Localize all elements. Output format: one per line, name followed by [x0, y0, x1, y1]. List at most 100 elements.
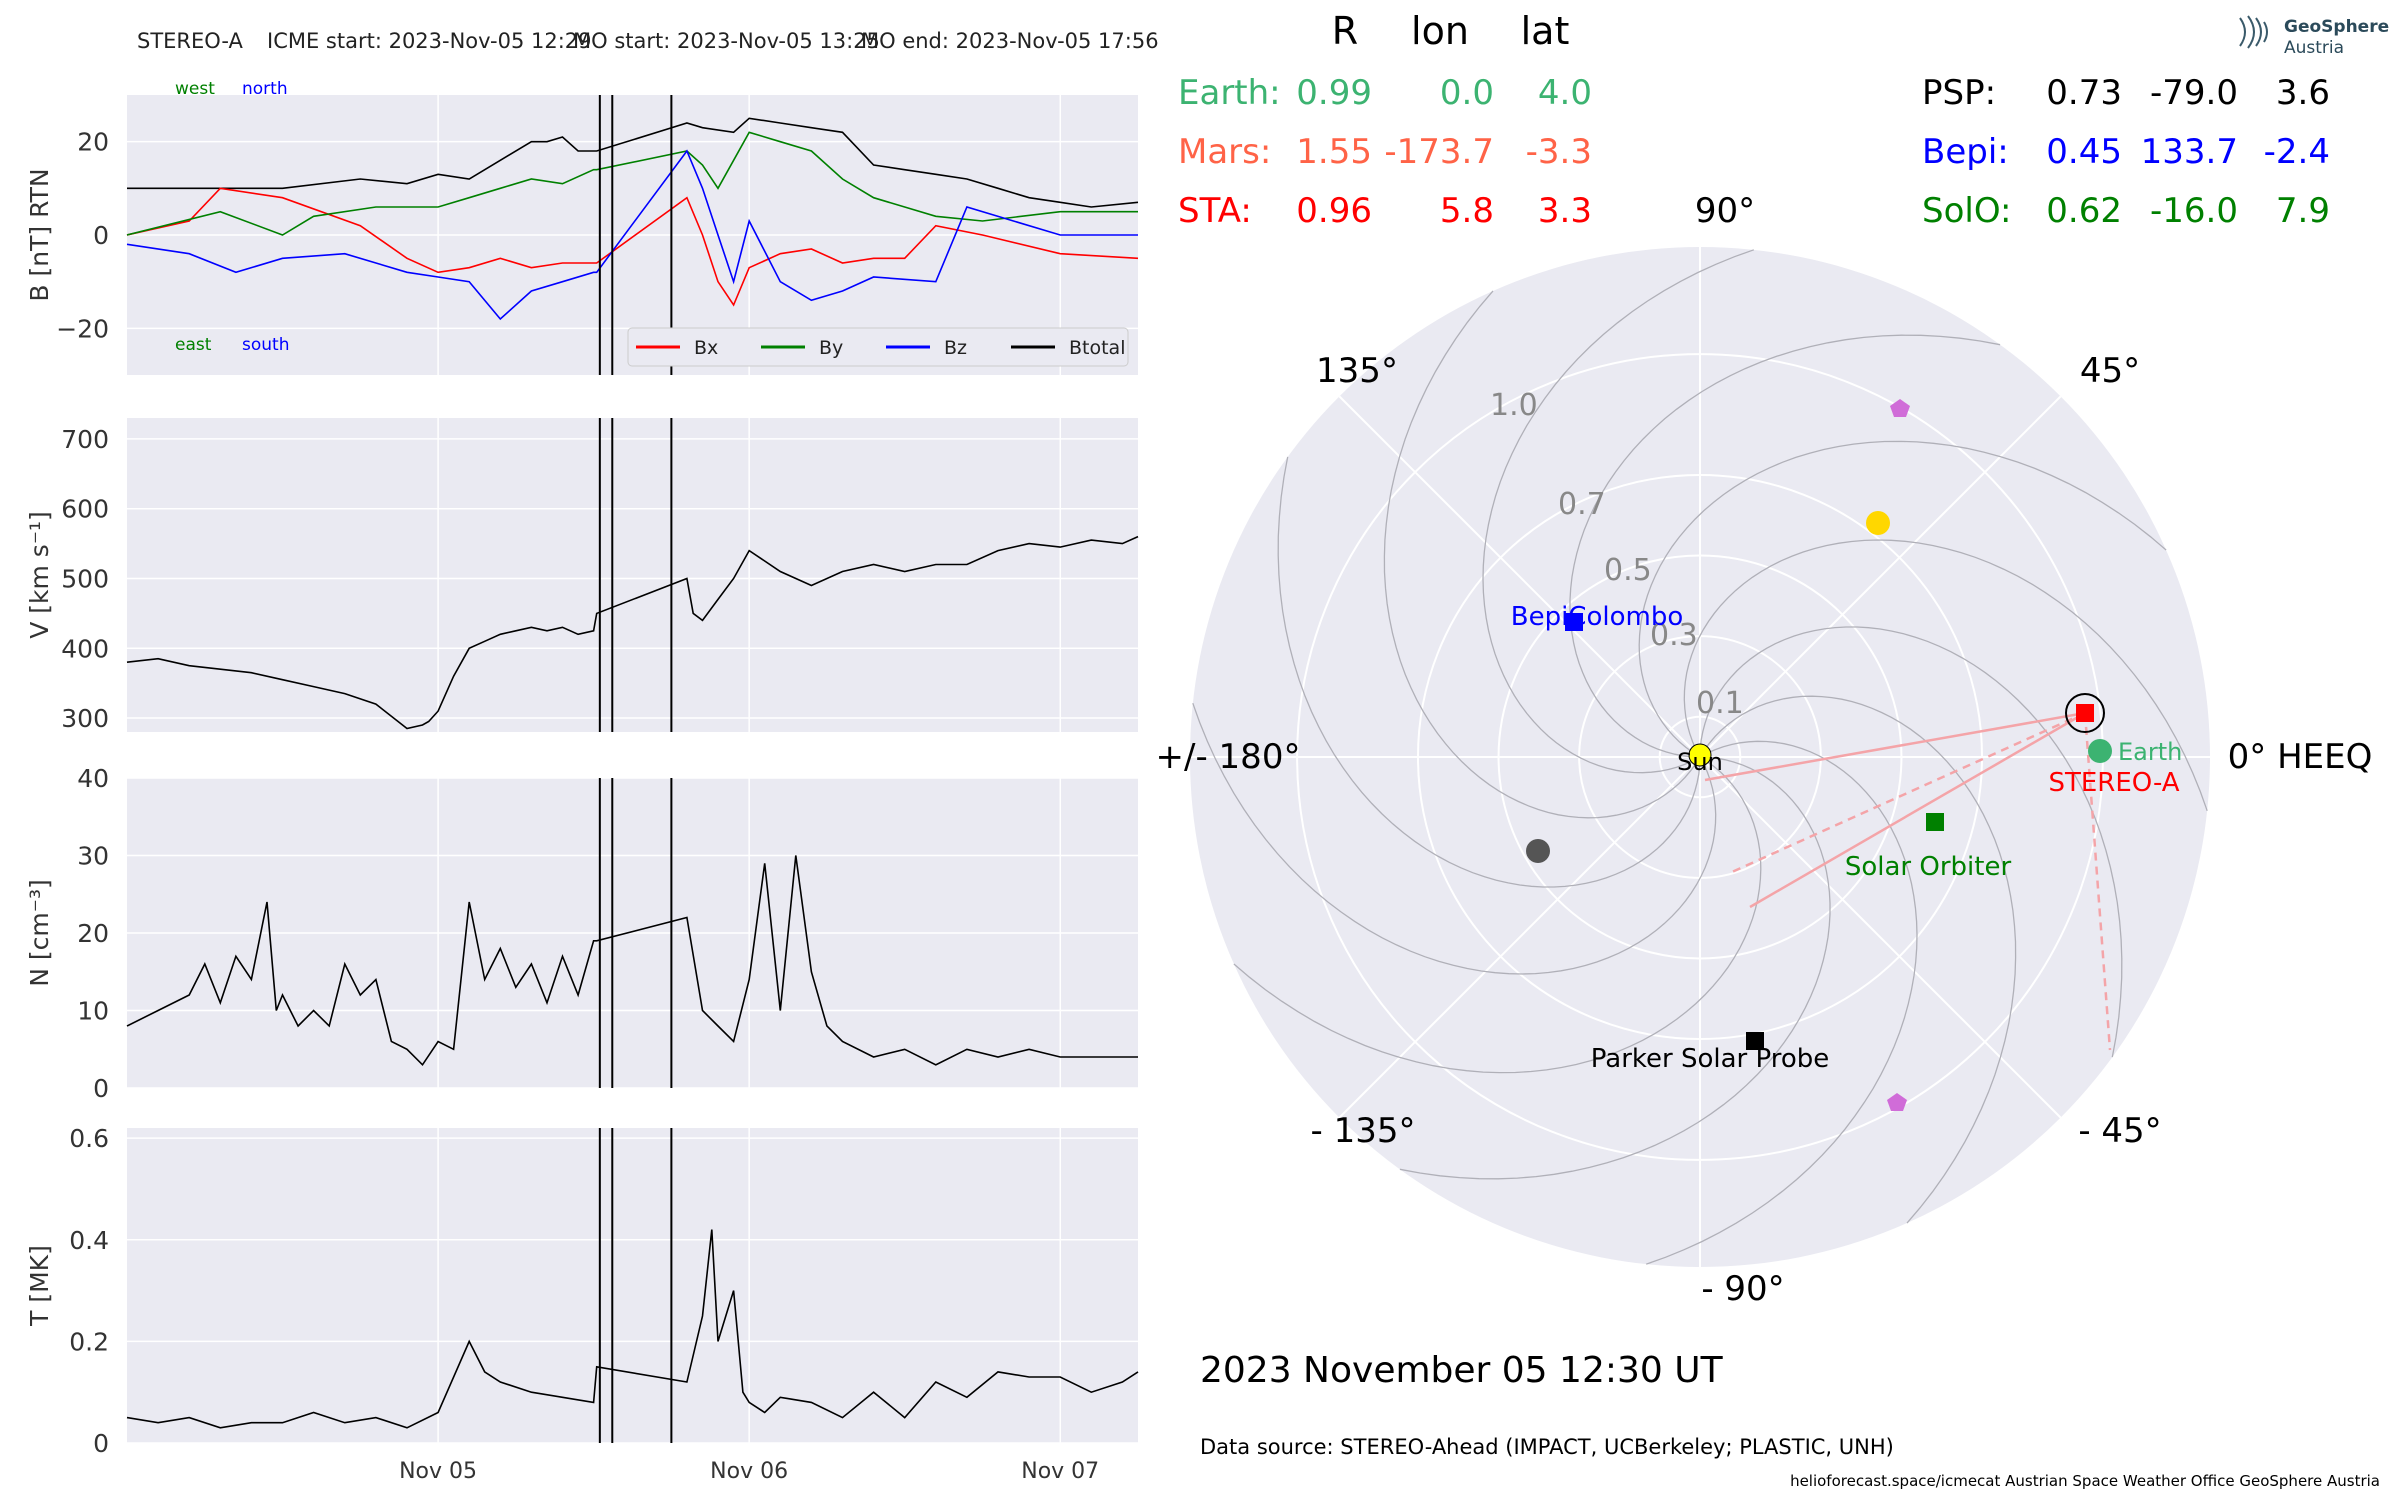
time-series-panels: 20 0 −20B [nT] RTN west north east south Bx By Bz…: [25, 79, 1139, 1484]
y-tick-label: 0: [93, 1074, 109, 1103]
row-r: 0.73: [2046, 73, 2122, 113]
table-header-lon: lon: [1411, 9, 1469, 53]
position-table: R lon lat Earth: 0.99 0.0 4.0 Mars: 1.55 -173.…: [1178, 9, 2330, 231]
table-row: Earth: 0.99 0.0 4.0: [1178, 73, 1592, 113]
table-row: PSP: 0.73 -79.0 3.6: [1922, 73, 2330, 113]
y-tick-label: 0.6: [69, 1124, 109, 1153]
row-lon: -173.7: [1384, 132, 1494, 172]
y-tick-label: 700: [61, 425, 109, 454]
row-name: STA:: [1178, 191, 1252, 231]
parker-solar-probe-marker: [1746, 1032, 1764, 1050]
solar-orbiter-label: Solar Orbiter: [1845, 852, 2012, 882]
pentagon-marker-lower: [1887, 1093, 1907, 1111]
y-tick-label: 0.2: [69, 1327, 109, 1356]
stereo-field-lines: [1704, 711, 2112, 1051]
parker-spiral-line: [1683, 539, 2208, 812]
y-axis-label: T [MK]: [25, 1245, 54, 1327]
panel-background: [127, 418, 1138, 732]
row-lon: 0.0: [1440, 73, 1494, 113]
row-name: Earth:: [1178, 73, 1281, 113]
solar-orbiter-marker: [1926, 813, 1944, 831]
row-lat: 3.6: [2276, 73, 2330, 113]
title-mo-start: MO start: 2023-Nov-05 13:25: [573, 29, 880, 53]
radial-tick-label: 0.3: [1650, 618, 1698, 653]
earth-marker: [2088, 739, 2112, 763]
legend-box: [627, 327, 1129, 367]
series-line-n: [126, 855, 1138, 1067]
table-left-rows: Earth: 0.99 0.0 4.0 Mars: 1.55 -173.7 -3.3 STA: 0…: [1178, 73, 1592, 231]
y-axis-label: V [km s⁻¹]: [25, 511, 54, 639]
row-r: 1.55: [1296, 132, 1372, 172]
row-lat: -3.3: [1526, 132, 1592, 172]
parker-spiral-line: [1399, 756, 1831, 1180]
data-source-label: Data source: STEREO-Ahead (IMPACT, UCBer…: [1200, 1435, 1894, 1459]
row-r: 0.45: [2046, 132, 2122, 172]
parker-spiral-line: [1638, 440, 2167, 758]
title-mo-end: MO end: 2023-Nov-05 17:56: [861, 29, 1159, 53]
parker-spiral-line: [1233, 756, 1762, 1074]
field-line: [1704, 711, 2086, 782]
angle-label-a0: 0° HEEQ: [2228, 737, 2373, 777]
y-tick-label: 0.4: [69, 1226, 109, 1255]
series-line-btotal: [127, 117, 1139, 208]
row-lon: -16.0: [2150, 191, 2238, 231]
y-tick-label: 20: [77, 128, 109, 157]
series-line-bx: [126, 187, 1139, 307]
y-axis-label: N [cm⁻³]: [25, 879, 54, 986]
y-tick-label: −20: [56, 314, 109, 343]
parker-spiral-line: [1192, 702, 1717, 975]
parker-spiral-line: [1482, 249, 1755, 774]
row-lat: 7.9: [2276, 191, 2330, 231]
bepicolombo-label: BepiColombo: [1511, 602, 1684, 632]
stereo-a-marker: [2076, 704, 2094, 722]
parker-spiral-line: [1383, 290, 1701, 819]
y-tick-label: 600: [61, 495, 109, 524]
annotation-south: south: [242, 335, 289, 355]
row-name: Bepi:: [1922, 132, 2009, 172]
parker-spiral-line: [1569, 334, 2001, 758]
y-tick-label: 40: [77, 764, 109, 793]
table-row: SolO: 0.62 -16.0 7.9: [1922, 191, 2330, 231]
series-line-v: [126, 535, 1139, 730]
date-label: 2023 November 05 12:30 UT: [1200, 1350, 1724, 1391]
row-r: 0.96: [1296, 191, 1372, 231]
series-line-bz: [126, 149, 1138, 321]
density-panel: 40 30 20 10 0 N [cm⁻³]: [25, 764, 1138, 1103]
y-tick-label: 0: [93, 1429, 109, 1458]
title-spacecraft: STEREO-A: [137, 29, 244, 53]
earth-label: Earth: [2118, 738, 2182, 766]
radial-tick-label: 0.7: [1558, 487, 1606, 522]
legend-label: Bx: [694, 337, 718, 359]
row-lat: 3.3: [1538, 191, 1592, 231]
speed-panel: 700 600 500 400 300 V [km s⁻¹]: [25, 418, 1139, 733]
row-lon: 5.8: [1440, 191, 1494, 231]
row-r: 0.99: [1296, 73, 1372, 113]
radial-tick-label: 0.5: [1604, 553, 1652, 588]
x-tick-label: Nov 06: [710, 1459, 788, 1484]
angle-label-a90: 90°: [1695, 191, 1755, 231]
logo-text-line2: Austria: [2284, 38, 2344, 58]
legend-label: Bz: [944, 337, 967, 359]
planet-marker-grey: [1526, 839, 1550, 863]
b-legend: Bx By Bz Btotal: [627, 327, 1129, 367]
angle-label-am135: - 135°: [1311, 1111, 1416, 1151]
table-row: Mars: 1.55 -173.7 -3.3: [1178, 132, 1592, 172]
credits-label: helioforecast.space/icmecat Austrian Spa…: [1790, 1472, 2380, 1490]
panel-background: [127, 1128, 1138, 1443]
annotation-west: west: [175, 79, 215, 99]
row-lat: 4.0: [1538, 73, 1592, 113]
pentagon-marker-upper: [1890, 399, 1910, 417]
table-header-lat: lat: [1521, 9, 1570, 53]
row-name: SolO:: [1922, 191, 2011, 231]
legend-label: Btotal: [1069, 337, 1125, 359]
x-tick-label: Nov 07: [1021, 1459, 1099, 1484]
stereo-a-label: STEREO-A: [2048, 768, 2179, 798]
parker-solar-probe-label: Parker Solar Probe: [1591, 1044, 1829, 1074]
field-line: [1731, 711, 2086, 874]
sun-label: Sun: [1677, 748, 1723, 776]
planet-marker-yellow: [1866, 511, 1890, 535]
sun-marker: [1688, 743, 1712, 767]
angle-label-a180: +/- 180°: [1156, 737, 1301, 777]
annotation-north: north: [242, 79, 288, 99]
y-tick-label: 300: [61, 704, 109, 733]
